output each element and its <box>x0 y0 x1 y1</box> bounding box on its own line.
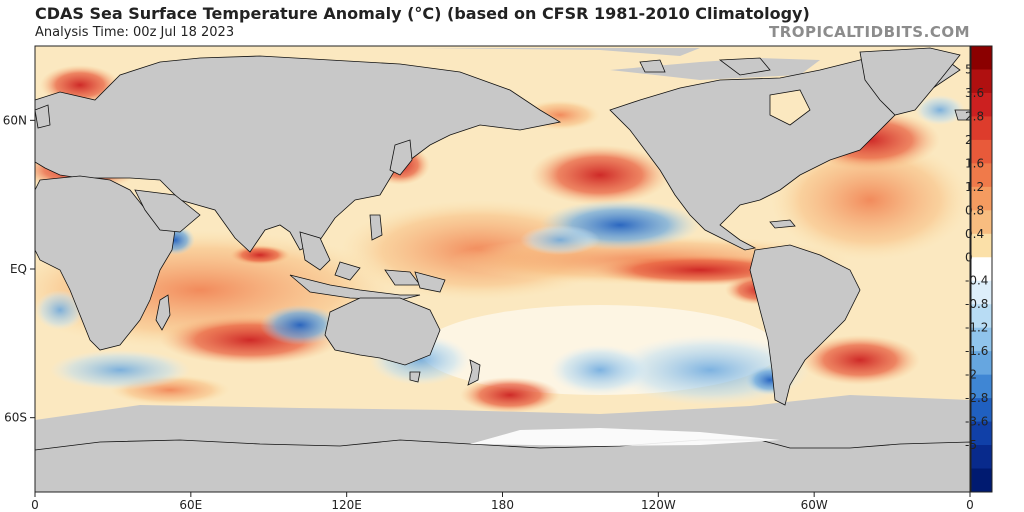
colorbar-swatch <box>971 163 992 188</box>
colorbar-swatch <box>971 139 992 164</box>
greenland <box>859 47 961 116</box>
colorbar-label: -3.6 <box>965 415 988 429</box>
colorbar-label: 0.4 <box>965 227 984 241</box>
colorbar-swatch <box>971 257 992 282</box>
indonesia <box>289 274 421 301</box>
site-watermark: TROPICALTIDBITS.COM <box>769 23 970 41</box>
colorbar-swatch <box>971 398 992 423</box>
land-masses <box>34 47 971 406</box>
colorbar-label: 1.6 <box>965 156 984 170</box>
colorbar-swatch <box>971 351 992 376</box>
colorbar-swatch <box>971 421 992 446</box>
lat-tick-label: EQ <box>10 262 27 276</box>
colorbar-swatch <box>971 327 992 352</box>
latitude-axis: 60N EQ 60S <box>3 113 35 425</box>
colorbar-swatch <box>971 374 992 399</box>
madagascar <box>155 294 171 331</box>
colorbar-label: 5 <box>965 62 973 76</box>
africa <box>34 175 176 351</box>
north-america <box>609 49 961 251</box>
colorbar-swatch <box>971 116 992 141</box>
arabian-peninsula <box>134 189 201 233</box>
analysis-time: Analysis Time: 00z Jul 18 2023 <box>35 25 235 40</box>
eurasia <box>34 55 562 253</box>
lon-tick-label: 60E <box>179 498 202 512</box>
australia <box>324 297 441 366</box>
antarctica <box>34 439 971 493</box>
anomaly-field <box>35 65 970 413</box>
colorbar-swatch <box>971 69 992 94</box>
colorbar-label: -0.4 <box>965 274 988 288</box>
colorbar-label: 2.8 <box>965 109 984 123</box>
colorbar: 5 3.6 2.8 2 1.6 1.2 0.8 0.4 0 -0.4 -0.8 -1.2 -1.6 -2 -… <box>965 45 993 493</box>
colorbar-label: -1.6 <box>965 344 988 358</box>
lat-tick-label: 60S <box>4 411 27 425</box>
map-title: CDAS Sea Surface Temperature Anomaly (°C… <box>35 4 810 23</box>
colorbar-swatch <box>971 233 992 258</box>
colorbar-label: -5 <box>965 438 977 452</box>
lon-tick-label: 0 <box>966 498 974 512</box>
colorbar-label: 0 <box>965 250 973 264</box>
colorbar-swatch <box>971 280 992 305</box>
lon-tick-label: 60W <box>801 498 828 512</box>
colorbar-label: 0.8 <box>965 203 984 217</box>
colorbar-label: 1.2 <box>965 180 984 194</box>
lon-tick-label: 120E <box>331 498 362 512</box>
colorbar-label: -2 <box>965 368 977 382</box>
colorbar-label: 2 <box>965 133 973 147</box>
south-america <box>749 244 861 406</box>
lon-tick-label: 180 <box>491 498 514 512</box>
colorbar-label: -2.8 <box>965 391 988 405</box>
longitude-axis: 0 60E 120E 180 120W 60W 0 <box>31 492 974 512</box>
colorbar-swatch <box>971 468 992 493</box>
colorbar-swatch <box>971 186 992 211</box>
colorbar-label: -1.2 <box>965 321 988 335</box>
colorbar-frame <box>970 45 993 493</box>
lat-tick-label: 60N <box>3 113 27 127</box>
colorbar-swatch <box>971 46 992 70</box>
colorbar-label: 3.6 <box>965 86 984 100</box>
colorbar-swatch <box>971 92 992 117</box>
colorbar-swatch <box>971 210 992 235</box>
lon-tick-label: 0 <box>31 498 39 512</box>
colorbar-swatch <box>971 445 992 470</box>
colorbar-label: -0.8 <box>965 297 988 311</box>
colorbar-swatch <box>971 304 992 329</box>
lon-tick-label: 120W <box>641 498 676 512</box>
southeast-asia <box>299 231 331 271</box>
